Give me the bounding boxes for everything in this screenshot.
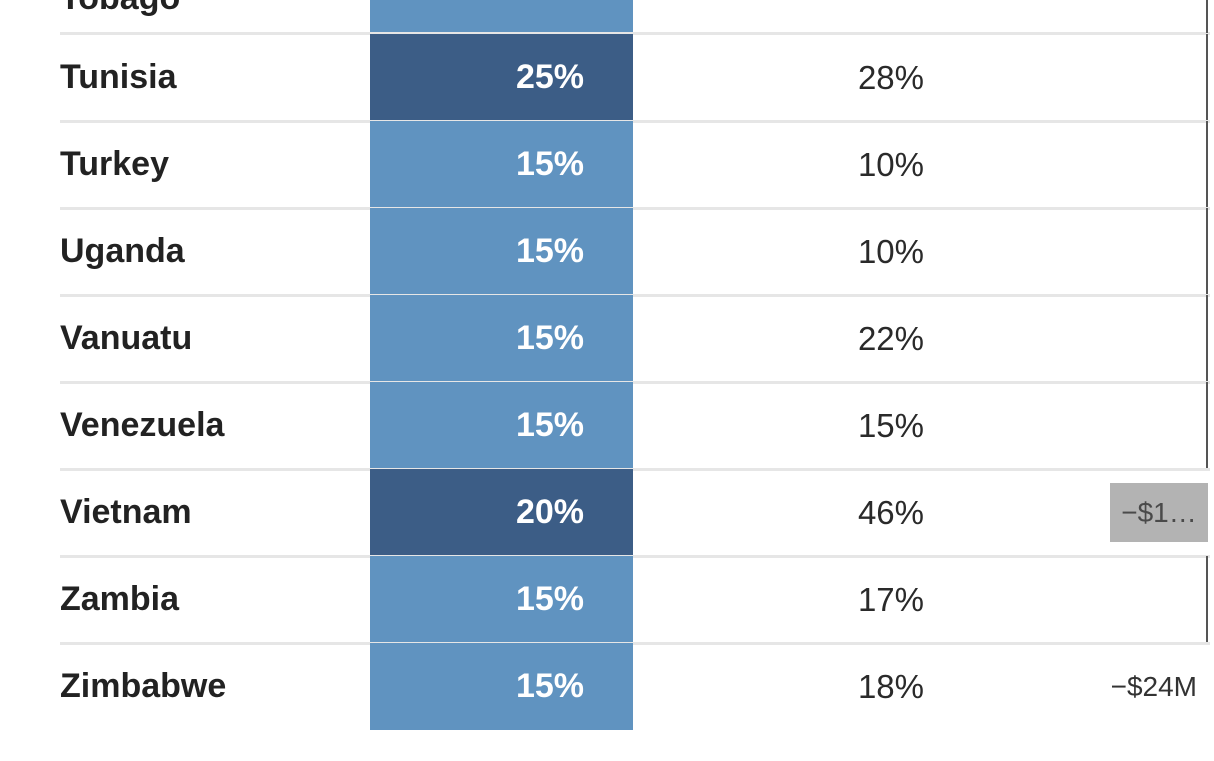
- amount-value: −$24M: [1110, 671, 1197, 702]
- row-divider: [60, 207, 1210, 210]
- country-name: Turkey: [60, 145, 169, 183]
- rate2-value: 10%: [857, 146, 924, 183]
- rate2-value: 15%: [857, 407, 924, 444]
- right-rule: [1206, 121, 1208, 208]
- country-name: Uganda: [60, 232, 185, 270]
- rate-value: 15%: [515, 232, 584, 270]
- country-name: Tunisia: [60, 58, 177, 96]
- rate-value: 15%: [515, 319, 584, 357]
- rate-value: 15%: [515, 580, 584, 618]
- table-row: Vanuatu 15% 22%: [0, 295, 1214, 384]
- rate-cell: [370, 295, 633, 382]
- table-row: Zambia 15% 17%: [0, 556, 1214, 645]
- country-name: Vietnam: [60, 493, 192, 531]
- rate2-value: 10%: [857, 233, 924, 270]
- rate-cell: [370, 121, 633, 208]
- right-rule: [1206, 208, 1208, 295]
- rate-cell: [370, 469, 633, 556]
- row-divider: [60, 381, 1210, 384]
- rate-cell: [370, 643, 633, 730]
- country-name: Zambia: [60, 580, 180, 618]
- country-name: Venezuela: [60, 406, 225, 444]
- right-rule: [1206, 0, 1208, 33]
- right-rule: [1206, 382, 1208, 469]
- row-divider: [60, 555, 1210, 558]
- rate2-value: 17%: [857, 581, 924, 618]
- amount-value: −$1…: [1110, 483, 1208, 542]
- table-row: Turkey 15% 10%: [0, 121, 1214, 210]
- rate-value: 20%: [515, 493, 584, 531]
- table-row: Vietnam 20% 46% −$1…: [0, 469, 1214, 558]
- right-rule: [1206, 34, 1208, 121]
- row-divider: [60, 32, 1210, 35]
- table-row: Tunisia 25% 28%: [0, 34, 1214, 123]
- rate-cell: [370, 556, 633, 643]
- rate-value: 15%: [515, 145, 584, 183]
- table-row: Zimbabwe 15% 18% −$24M: [0, 643, 1214, 730]
- right-rule: [1206, 556, 1208, 643]
- table-row: Uganda 15% 10%: [0, 208, 1214, 297]
- rate2-value: 18%: [857, 668, 924, 705]
- row-divider: [60, 468, 1210, 471]
- row-divider: [60, 120, 1210, 123]
- country-name: Zimbabwe: [60, 667, 227, 705]
- rate2-value: 46%: [857, 494, 924, 531]
- rate2-value: 22%: [857, 320, 924, 357]
- rate-value: 15%: [515, 406, 584, 444]
- table-row: Venezuela 15% 15%: [0, 382, 1214, 471]
- rate-cell: [370, 34, 633, 121]
- rate-cell: [370, 208, 633, 295]
- rate-value: 15%: [515, 667, 584, 705]
- row-divider: [60, 294, 1210, 297]
- rate-cell: [370, 382, 633, 469]
- partial-row-label: Tobago: [60, 0, 180, 18]
- row-divider: [60, 642, 1210, 645]
- country-name: Vanuatu: [60, 319, 193, 357]
- rate-value: 25%: [515, 58, 584, 96]
- rate2-value: 28%: [857, 59, 924, 96]
- right-rule: [1206, 295, 1208, 382]
